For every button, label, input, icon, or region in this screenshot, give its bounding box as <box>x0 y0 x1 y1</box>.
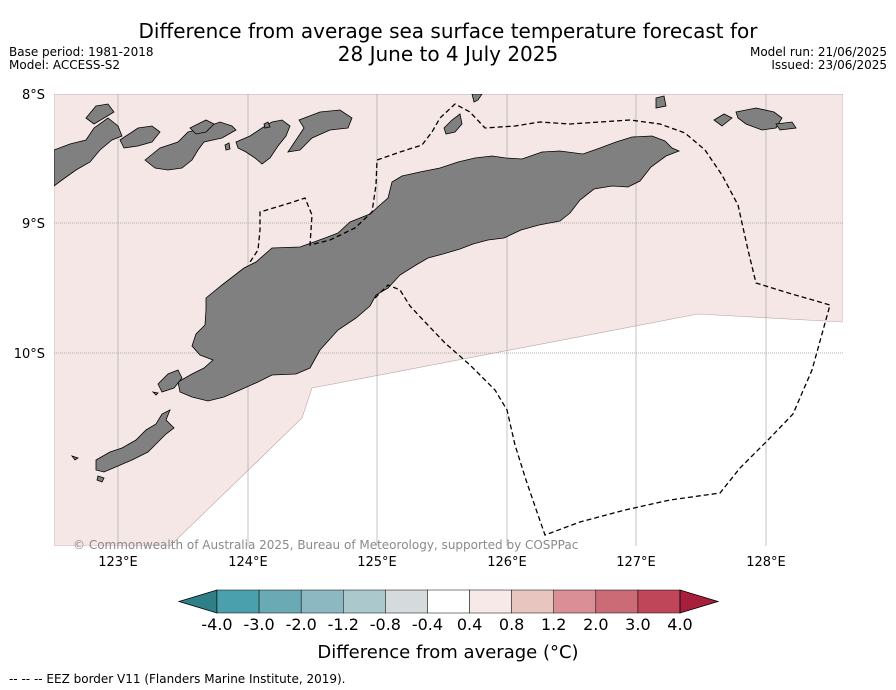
colorbar-segment <box>469 589 512 614</box>
lon-label-128e: 128°E <box>746 555 786 570</box>
colorbar-tick-label: -1.2 <box>328 615 359 634</box>
eez-border-line <box>249 103 831 536</box>
colorbar-tick-label: 3.0 <box>625 615 650 634</box>
lon-label-127e: 127°E <box>616 555 656 570</box>
lembata-island <box>119 125 161 149</box>
rote-island <box>95 409 175 473</box>
colorbar-tick-label: 0.4 <box>457 615 482 634</box>
colorbar-tick-label: -0.4 <box>412 615 443 634</box>
colorbar-tick-label: 2.0 <box>583 615 608 634</box>
semau-island <box>157 369 183 393</box>
colorbar-extend-low <box>177 589 218 614</box>
colorbar-tick-label: -2.0 <box>286 615 317 634</box>
issued-text: Issued: 23/06/2025 <box>771 58 887 72</box>
wetar-island <box>287 109 353 153</box>
anomaly-shaded-region <box>54 94 843 546</box>
ndao-island <box>96 475 105 483</box>
kisar-island <box>443 113 463 135</box>
map-area <box>54 94 843 546</box>
lat-label-8s: 8°S <box>22 88 45 103</box>
islet-4 <box>70 455 79 461</box>
model-text: Model: ACCESS-S2 <box>9 58 121 72</box>
eez-legend-text: -- -- -- EEZ border V11 (Flanders Marine… <box>9 672 346 686</box>
adonara-island <box>85 103 115 125</box>
timor-island <box>177 135 681 402</box>
longitude-labels: 123°E 124°E 125°E 126°E 127°E 128°E <box>98 555 786 570</box>
colorbar-tick-label: -4.0 <box>201 615 232 634</box>
colorbar-segment <box>300 589 344 614</box>
islet-3 <box>263 121 271 129</box>
colorbar-tick-label: 4.0 <box>667 615 692 634</box>
base-period-text: Base period: 1981-2018 <box>9 45 154 59</box>
lon-label-123e: 123°E <box>98 555 138 570</box>
colorbar-segment <box>258 589 302 614</box>
colorbar-label: Difference from average (°C) <box>317 642 579 663</box>
lon-label-125e: 125°E <box>357 555 397 570</box>
colorbar-tick-label: -0.8 <box>370 615 401 634</box>
copyright-text: © Commonwealth of Australia 2025, Bureau… <box>73 538 579 552</box>
alor-island <box>235 119 291 165</box>
flores-east-island <box>54 117 123 187</box>
chart-title: Difference from average sea surface temp… <box>0 20 896 66</box>
colorbar-tick-label: 0.8 <box>499 615 524 634</box>
colorbar-tick-labels: -4.0 -3.0 -2.0 -1.2 -0.8 -0.4 0.4 0.8 1.2 2.0 3.0 4… <box>201 615 692 634</box>
islet-5 <box>151 391 159 396</box>
colorbar-segment <box>385 589 428 614</box>
colorbar-extend-high <box>679 589 720 614</box>
colorbar-segment <box>595 589 639 614</box>
colorbar-tick-label: -3.0 <box>243 615 274 634</box>
model-run-text: Model run: 21/06/2025 <box>749 45 887 59</box>
damar-island <box>713 113 733 127</box>
colorbar-tick-label: 1.2 <box>541 615 566 634</box>
lon-label-124e: 124°E <box>228 555 268 570</box>
land-masses <box>54 94 797 483</box>
colorbar-segment <box>427 589 470 614</box>
leti-island <box>775 121 797 131</box>
colorbar-segment <box>637 589 681 614</box>
lat-label-10s: 10°S <box>14 347 45 362</box>
liran-island <box>471 94 483 103</box>
title-line-1: Difference from average sea surface temp… <box>138 19 758 43</box>
pantar-island <box>144 121 237 171</box>
moa-island <box>655 95 667 109</box>
romang-island <box>735 107 783 131</box>
latitude-labels: 8°S 9°S 10°S <box>14 88 45 362</box>
lat-label-9s: 9°S <box>22 217 45 232</box>
lon-label-126e: 126°E <box>487 555 527 570</box>
meta-left: Base period: 1981-2018 Model: ACCESS-S2 <box>9 46 154 72</box>
colorbar-segment <box>343 589 386 614</box>
colorbar-segment <box>216 589 260 614</box>
colorbar <box>177 589 720 614</box>
meta-right: Model run: 21/06/2025 Issued: 23/06/2025 <box>750 46 887 72</box>
title-line-2: 28 June to 4 July 2025 <box>337 42 559 66</box>
colorbar-segment <box>511 589 554 614</box>
colorbar-segment <box>553 589 597 614</box>
islet-2 <box>224 142 231 151</box>
islet-1 <box>189 119 215 135</box>
